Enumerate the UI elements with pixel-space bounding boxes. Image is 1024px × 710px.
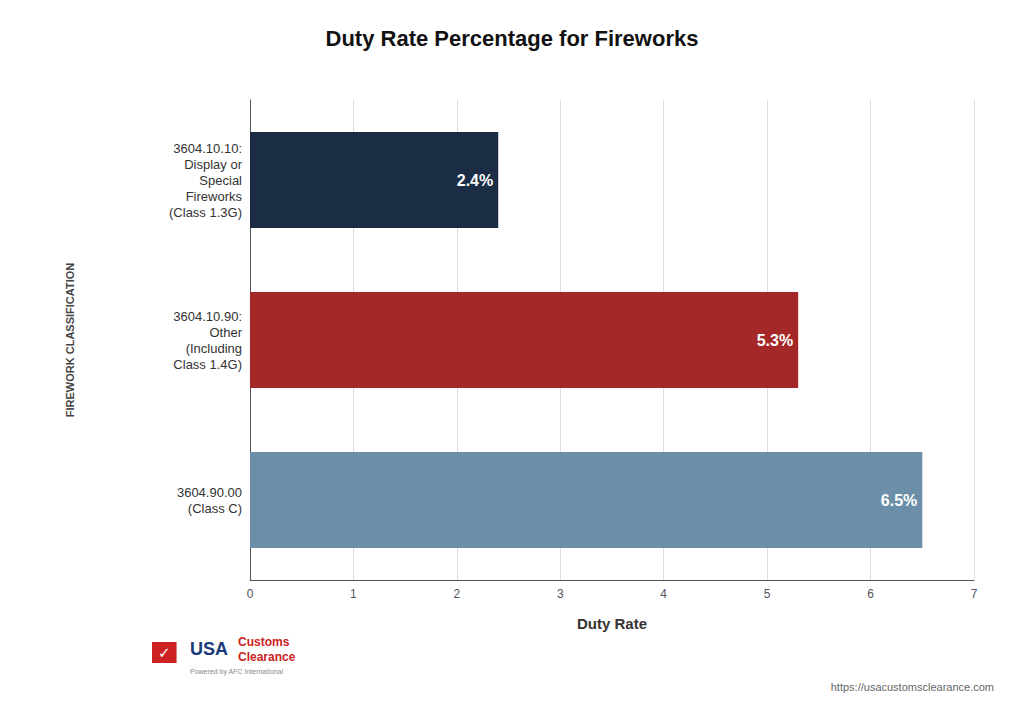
svg-text:USA: USA — [190, 639, 228, 659]
svg-text:Duty Rate: Duty Rate — [577, 615, 647, 632]
svg-text:2: 2 — [454, 587, 461, 601]
svg-text:Duty Rate Percentage for Firew: Duty Rate Percentage for Fireworks — [326, 26, 699, 51]
svg-text:Clearance: Clearance — [238, 650, 296, 664]
svg-text:(Including: (Including — [186, 341, 242, 356]
svg-text:(Class C): (Class C) — [188, 501, 242, 516]
svg-text:5: 5 — [764, 587, 771, 601]
svg-text:✓: ✓ — [158, 644, 171, 661]
svg-text:Special: Special — [199, 173, 242, 188]
svg-text:0: 0 — [247, 587, 254, 601]
svg-text:Customs: Customs — [238, 635, 290, 649]
svg-text:Fireworks: Fireworks — [186, 189, 243, 204]
svg-text:https://usacustomsclearance.co: https://usacustomsclearance.com — [831, 681, 994, 693]
svg-text:6: 6 — [867, 587, 874, 601]
svg-text:6.5%: 6.5% — [881, 492, 917, 509]
svg-text:Class 1.4G): Class 1.4G) — [173, 357, 242, 372]
svg-text:3: 3 — [557, 587, 564, 601]
svg-text:1: 1 — [350, 587, 357, 601]
svg-text:(Class 1.3G): (Class 1.3G) — [169, 205, 242, 220]
svg-text:4: 4 — [660, 587, 667, 601]
svg-text:7: 7 — [971, 587, 978, 601]
svg-text:Other: Other — [209, 325, 242, 340]
svg-text:3604.10.10:: 3604.10.10: — [173, 141, 242, 156]
svg-text:3604.90.00: 3604.90.00 — [177, 485, 242, 500]
svg-text:Powered by AFC International: Powered by AFC International — [190, 668, 283, 676]
svg-text:5.3%: 5.3% — [757, 332, 793, 349]
svg-text:FIREWORK CLASSIFICATION: FIREWORK CLASSIFICATION — [64, 263, 76, 417]
svg-text:3604.10.90:: 3604.10.90: — [173, 309, 242, 324]
svg-text:2.4%: 2.4% — [457, 172, 493, 189]
svg-text:Display or: Display or — [184, 157, 242, 172]
